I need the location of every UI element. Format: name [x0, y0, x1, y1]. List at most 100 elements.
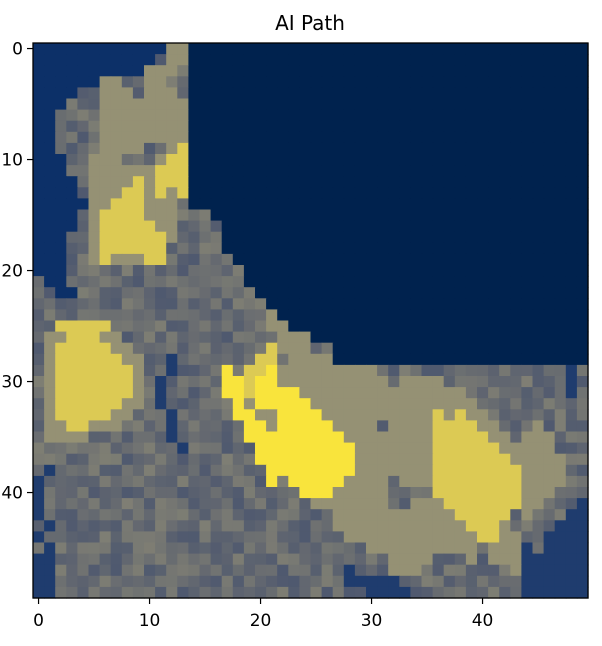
- heatmap-cell: [543, 298, 556, 310]
- heatmap-cell: [421, 353, 434, 366]
- y-tick-label: 30: [1, 373, 23, 393]
- heatmap-cell: [366, 320, 378, 333]
- heatmap-cell: [366, 564, 378, 577]
- heatmap-cell: [543, 564, 556, 577]
- heatmap-cell: [454, 542, 467, 555]
- heatmap-cell: [232, 287, 245, 299]
- heatmap-cell: [443, 498, 456, 510]
- heatmap-cell: [110, 131, 123, 144]
- heatmap-cell: [177, 376, 189, 388]
- heatmap-cell: [55, 309, 67, 322]
- heatmap-cell: [321, 498, 334, 510]
- heatmap-cell: [210, 453, 223, 466]
- heatmap-cell: [44, 142, 56, 155]
- heatmap-cell: [477, 320, 489, 333]
- heatmap-cell: [332, 475, 345, 488]
- heatmap-cell: [343, 43, 356, 55]
- heatmap-cell: [255, 154, 267, 166]
- heatmap-cell: [310, 387, 323, 399]
- heatmap-cell: [399, 187, 411, 199]
- heatmap-cell: [343, 287, 356, 299]
- heatmap-cell: [554, 509, 567, 521]
- heatmap-cell: [243, 298, 256, 310]
- heatmap-cell: [343, 453, 356, 466]
- heatmap-cell: [221, 253, 234, 266]
- heatmap-cell: [77, 220, 90, 233]
- heatmap-cell: [77, 276, 90, 288]
- heatmap-cell: [321, 320, 334, 333]
- heatmap-cell: [332, 387, 345, 399]
- heatmap-cell: [354, 309, 367, 322]
- heatmap-cell: [55, 487, 67, 499]
- heatmap-cell: [388, 342, 400, 355]
- heatmap-cell: [332, 364, 345, 377]
- heatmap-cell: [144, 142, 156, 155]
- heatmap-cell: [55, 220, 67, 233]
- heatmap-cell: [243, 575, 256, 588]
- heatmap-cell: [66, 475, 78, 488]
- heatmap-cell: [277, 409, 289, 421]
- heatmap-cell: [77, 142, 90, 155]
- heatmap-cell: [221, 542, 234, 555]
- heatmap-cell: [121, 398, 134, 410]
- heatmap-cell: [421, 43, 434, 55]
- heatmap-cell: [121, 298, 134, 310]
- heatmap-cell: [332, 487, 345, 499]
- heatmap-cell: [188, 87, 201, 100]
- heatmap-cell: [99, 431, 112, 444]
- heatmap-cell: [521, 131, 534, 144]
- heatmap-cell: [155, 464, 167, 477]
- heatmap-cell: [565, 287, 578, 299]
- heatmap-cell: [177, 487, 189, 499]
- heatmap-cell: [66, 531, 78, 544]
- heatmap-cell: [255, 364, 267, 377]
- heatmap-cell: [488, 342, 500, 355]
- heatmap-cell: [55, 54, 67, 66]
- heatmap-cell: [255, 231, 267, 244]
- heatmap-cell: [510, 487, 522, 499]
- heatmap-cell: [554, 231, 567, 244]
- heatmap-cell: [221, 65, 234, 77]
- heatmap-cell: [66, 165, 78, 177]
- heatmap-cell: [110, 98, 123, 111]
- heatmap-cell: [277, 331, 289, 344]
- heatmap-cell: [421, 498, 434, 510]
- heatmap-cell: [266, 420, 278, 433]
- heatmap-cell: [77, 575, 90, 588]
- heatmap-cell: [77, 464, 90, 477]
- heatmap-cell: [443, 409, 456, 421]
- heatmap-cell: [177, 165, 189, 177]
- heatmap-cell: [299, 231, 312, 244]
- heatmap-cell: [221, 309, 234, 322]
- heatmap-cell: [543, 120, 556, 133]
- heatmap-cell: [266, 276, 278, 288]
- heatmap-cell: [443, 220, 456, 233]
- heatmap-cell: [144, 109, 156, 122]
- heatmap-cell: [155, 398, 167, 410]
- heatmap-cell: [66, 453, 78, 466]
- heatmap-cell: [321, 353, 334, 366]
- heatmap-cell: [321, 342, 334, 355]
- heatmap-cell: [443, 342, 456, 355]
- heatmap-cell: [33, 464, 45, 477]
- heatmap-cell: [343, 309, 356, 322]
- heatmap-cell: [543, 453, 556, 466]
- heatmap-cell: [332, 165, 345, 177]
- heatmap-cell: [388, 298, 400, 310]
- heatmap-cell: [243, 442, 256, 455]
- heatmap-cell: [177, 98, 189, 111]
- heatmap-cell: [410, 209, 423, 222]
- heatmap-cell: [144, 520, 156, 532]
- heatmap-cell: [177, 475, 189, 488]
- heatmap-cell: [77, 453, 90, 466]
- heatmap-cell: [232, 120, 245, 133]
- heatmap-cell: [188, 131, 201, 144]
- heatmap-cell: [576, 309, 589, 322]
- heatmap-cell: [299, 187, 312, 199]
- heatmap-cell: [44, 409, 56, 421]
- heatmap-cell: [366, 442, 378, 455]
- heatmap-cell: [343, 265, 356, 277]
- heatmap-cell: [421, 553, 434, 566]
- heatmap-cell: [432, 409, 445, 421]
- heatmap-cell: [354, 298, 367, 310]
